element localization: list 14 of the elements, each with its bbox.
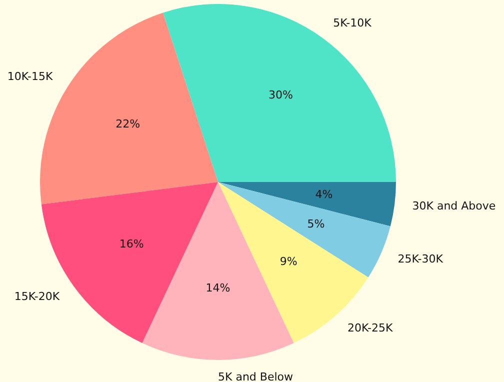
slice-label: 20K-25K — [347, 322, 394, 335]
slice-label: 5K and Below — [218, 370, 293, 382]
data-label: 14% — [206, 282, 230, 295]
data-label: 4% — [315, 188, 333, 202]
data-label: 22% — [116, 118, 140, 131]
data-label: 30% — [268, 88, 293, 102]
slice-label: 5K-10K — [333, 16, 372, 30]
slice-label: 25K-30K — [398, 252, 444, 266]
data-label: 16% — [119, 238, 144, 251]
data-label: 5% — [307, 217, 325, 230]
data-label: 9% — [280, 254, 298, 268]
slice-label: 10K-15K — [7, 70, 54, 83]
slice-label: 15K-20K — [14, 290, 60, 303]
slice-label: 30K and Above — [412, 199, 496, 212]
